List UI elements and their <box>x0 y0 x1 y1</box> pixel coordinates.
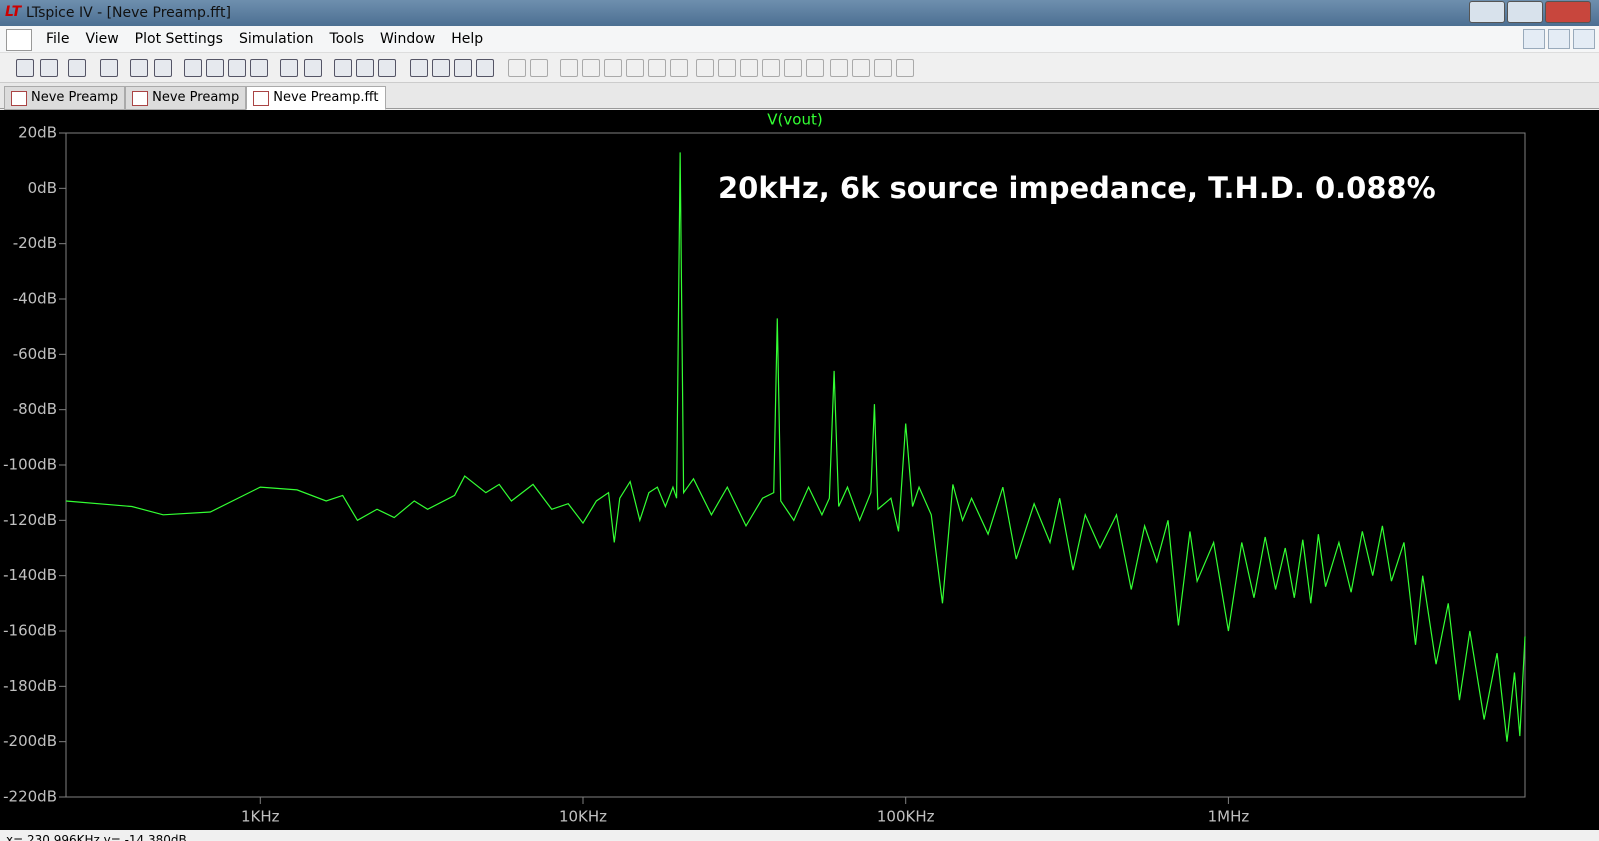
toolbar-button[interactable] <box>184 59 202 77</box>
x-tick-label: 1KHz <box>241 808 280 826</box>
annotation: 20kHz, 6k source impedance, T.H.D. 0.088… <box>718 171 1436 205</box>
toolbar-button[interactable] <box>410 59 428 77</box>
window-title: LTspice IV - [Neve Preamp.fft] <box>26 5 231 21</box>
toolbar-button[interactable] <box>334 59 352 77</box>
toolbar-button[interactable] <box>378 59 396 77</box>
toolbar-button[interactable] <box>356 59 374 77</box>
mdi-restore[interactable] <box>1548 29 1570 49</box>
toolbar-button[interactable] <box>280 59 298 77</box>
toolbar-button[interactable] <box>648 59 666 77</box>
doc-icon <box>6 29 32 51</box>
tab[interactable]: Neve Preamp <box>125 86 247 110</box>
menu-item[interactable]: File <box>46 31 70 47</box>
toolbar-button[interactable] <box>560 59 578 77</box>
mdi-close[interactable] <box>1573 29 1595 49</box>
status-text: x= 230.996KHz y= -14.380dB <box>6 833 187 841</box>
chart: V(vout) 20kHz, 6k source impedance, T.H.… <box>3 111 1526 826</box>
toolbar-button[interactable] <box>100 59 118 77</box>
toolbar-button[interactable] <box>250 59 268 77</box>
toolbar-button[interactable] <box>740 59 758 77</box>
toolbar-button[interactable] <box>718 59 736 77</box>
plot-frame <box>65 132 1526 798</box>
trace-label[interactable]: V(vout) <box>767 111 822 129</box>
y-tick-label: -100dB <box>3 456 57 474</box>
y-tick-label: -80dB <box>13 400 57 418</box>
menu-item[interactable]: Plot Settings <box>134 31 223 47</box>
toolbar-button[interactable] <box>130 59 148 77</box>
toolbar-button[interactable] <box>68 59 86 77</box>
toolbar-button[interactable] <box>626 59 644 77</box>
toolbar-button[interactable] <box>154 59 172 77</box>
y-tick-label: -220dB <box>3 788 57 806</box>
menu-item[interactable]: Simulation <box>238 31 314 47</box>
menu-item[interactable]: Window <box>380 31 436 47</box>
trace <box>65 152 1526 742</box>
menu-item[interactable]: Help <box>451 31 484 47</box>
toolbar-button[interactable] <box>806 59 824 77</box>
toolbar-button[interactable] <box>454 59 472 77</box>
toolbar-button[interactable] <box>830 59 848 77</box>
close-button[interactable] <box>1545 1 1591 23</box>
minimize-button[interactable] <box>1469 1 1505 23</box>
y-tick-label: -120dB <box>3 511 57 529</box>
x-tick-label: 1MHz <box>1208 808 1250 826</box>
toolbar <box>0 53 1599 83</box>
toolbar-button[interactable] <box>852 59 870 77</box>
mdi-minimize[interactable] <box>1523 29 1545 49</box>
toolbar-button[interactable] <box>40 59 58 77</box>
toolbar-button[interactable] <box>530 59 548 77</box>
tab-bar: Neve Preamp Neve Preamp Neve Preamp.fft <box>0 83 1599 110</box>
tab[interactable]: Neve Preamp.fft <box>246 86 386 110</box>
toolbar-button[interactable] <box>896 59 914 77</box>
tab[interactable]: Neve Preamp <box>4 86 126 110</box>
toolbar-button[interactable] <box>476 59 494 77</box>
toolbar-button[interactable] <box>508 59 526 77</box>
toolbar-button[interactable] <box>206 59 224 77</box>
x-tick-label: 10KHz <box>559 808 607 826</box>
y-tick-label: -20dB <box>13 234 57 252</box>
app-icon: LT <box>5 4 22 20</box>
y-tick-label: -40dB <box>13 290 57 308</box>
y-tick-label: -60dB <box>13 345 57 363</box>
toolbar-button[interactable] <box>762 59 780 77</box>
menu-bar: File View Plot Settings Simulation Tools… <box>0 26 1599 53</box>
toolbar-button[interactable] <box>228 59 246 77</box>
toolbar-button[interactable] <box>874 59 892 77</box>
title-bar: LT LTspice IV - [Neve Preamp.fft] <box>0 0 1599 26</box>
toolbar-button[interactable] <box>432 59 450 77</box>
toolbar-button[interactable] <box>582 59 600 77</box>
toolbar-button[interactable] <box>604 59 622 77</box>
status-bar: x= 230.996KHz y= -14.380dB <box>0 830 1599 841</box>
y-tick-label: -180dB <box>3 677 57 695</box>
plot-window: V(vout) 20kHz, 6k source impedance, T.H.… <box>0 110 1599 830</box>
y-tick-label: -200dB <box>3 732 57 750</box>
y-tick-label: 0dB <box>28 179 57 197</box>
maximize-button[interactable] <box>1507 1 1543 23</box>
menu-item[interactable]: View <box>85 31 119 47</box>
toolbar-button[interactable] <box>16 59 34 77</box>
y-tick-label: -160dB <box>3 622 57 640</box>
toolbar-button[interactable] <box>784 59 802 77</box>
toolbar-button[interactable] <box>696 59 714 77</box>
menu-item[interactable]: Tools <box>329 31 365 47</box>
x-tick-label: 100KHz <box>877 808 935 826</box>
toolbar-button[interactable] <box>304 59 322 77</box>
toolbar-button[interactable] <box>670 59 688 77</box>
y-tick-label: 20dB <box>18 124 57 142</box>
y-tick-label: -140dB <box>3 566 57 584</box>
